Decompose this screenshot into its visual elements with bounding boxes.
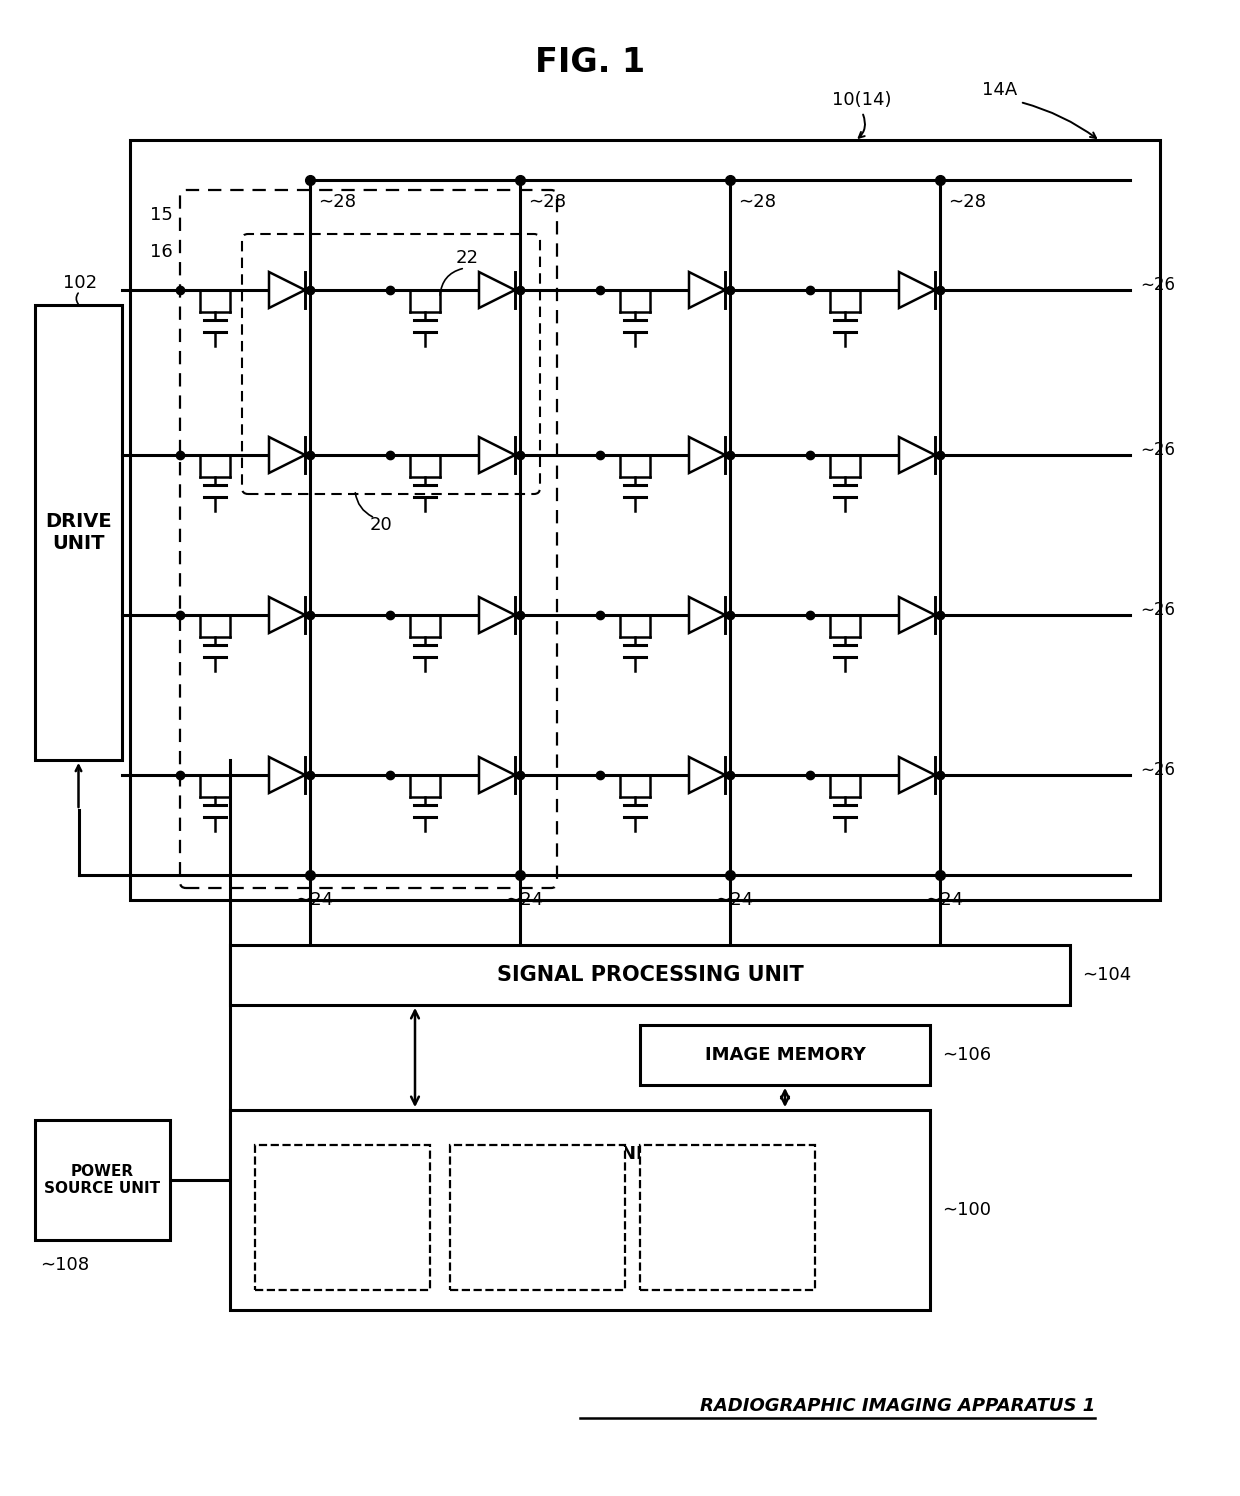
Text: 10(14): 10(14) <box>832 91 892 109</box>
Text: SIGNAL PROCESSING UNIT: SIGNAL PROCESSING UNIT <box>497 965 804 984</box>
Bar <box>640 1025 930 1085</box>
Text: ∼100: ∼100 <box>942 1201 991 1219</box>
Polygon shape <box>269 437 305 473</box>
Text: MEMORY: MEMORY <box>494 1219 582 1237</box>
Text: ∼104: ∼104 <box>1083 966 1131 984</box>
Text: ∼26: ∼26 <box>1140 441 1176 459</box>
Text: ∼106: ∼106 <box>942 1046 991 1064</box>
Polygon shape <box>689 757 725 793</box>
Polygon shape <box>479 272 515 308</box>
Text: ∼28: ∼28 <box>949 193 986 211</box>
Text: ∼24: ∼24 <box>925 892 963 910</box>
Polygon shape <box>269 757 305 793</box>
Polygon shape <box>899 757 935 793</box>
Bar <box>640 1144 815 1290</box>
Text: CONTROL UNIT: CONTROL UNIT <box>505 1144 656 1162</box>
Text: ∼24: ∼24 <box>715 892 753 910</box>
Polygon shape <box>899 272 935 308</box>
Text: DRIVE
UNIT: DRIVE UNIT <box>45 512 112 554</box>
Polygon shape <box>479 757 515 793</box>
Text: 20: 20 <box>370 516 393 534</box>
Bar <box>450 1144 625 1290</box>
Polygon shape <box>899 437 935 473</box>
Text: IMAGE MEMORY: IMAGE MEMORY <box>704 1046 866 1064</box>
Text: FIG. 1: FIG. 1 <box>534 45 645 78</box>
Polygon shape <box>269 597 305 633</box>
Text: ∼108: ∼108 <box>40 1257 89 1275</box>
Polygon shape <box>689 437 725 473</box>
Bar <box>229 945 1070 1005</box>
Bar <box>229 1110 930 1310</box>
Text: CPU: CPU <box>322 1219 363 1237</box>
Text: ∼28: ∼28 <box>528 193 565 211</box>
Text: ∼24: ∼24 <box>505 892 543 910</box>
Text: ∼100C: ∼100C <box>646 1150 697 1165</box>
Polygon shape <box>689 272 725 308</box>
Text: ∼28: ∼28 <box>738 193 776 211</box>
Text: ∼26: ∼26 <box>1140 761 1176 779</box>
Bar <box>35 1121 170 1240</box>
Text: ∼100A: ∼100A <box>260 1150 311 1165</box>
Text: ∼24: ∼24 <box>295 892 334 910</box>
Text: ∼100B: ∼100B <box>456 1150 506 1165</box>
Text: 16: 16 <box>150 242 174 260</box>
Text: STORAGE
UNIT: STORAGE UNIT <box>680 1209 775 1246</box>
Text: RADIOGRAPHIC IMAGING APPARATUS 1: RADIOGRAPHIC IMAGING APPARATUS 1 <box>699 1397 1095 1415</box>
Bar <box>255 1144 430 1290</box>
Polygon shape <box>479 597 515 633</box>
Polygon shape <box>269 272 305 308</box>
Polygon shape <box>689 597 725 633</box>
Text: 102: 102 <box>63 274 97 292</box>
Bar <box>130 141 1159 901</box>
Text: 15: 15 <box>150 206 174 224</box>
Text: ∼28: ∼28 <box>317 193 356 211</box>
Text: POWER
SOURCE UNIT: POWER SOURCE UNIT <box>45 1164 160 1197</box>
Text: ∼26: ∼26 <box>1140 601 1176 619</box>
Bar <box>35 305 122 760</box>
Text: 22: 22 <box>456 248 479 266</box>
Text: 14A: 14A <box>982 81 1018 99</box>
Text: ∼26: ∼26 <box>1140 275 1176 295</box>
Polygon shape <box>899 597 935 633</box>
Polygon shape <box>479 437 515 473</box>
